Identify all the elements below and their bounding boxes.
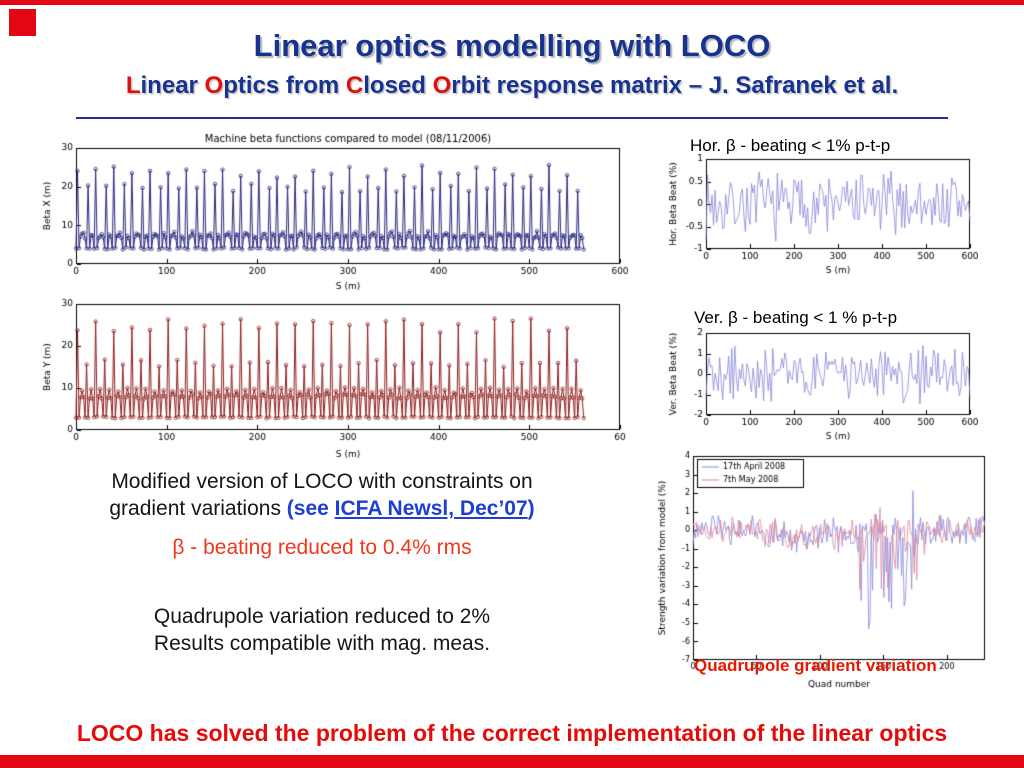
slide-title: Linear optics modelling with LOCO — [253, 28, 771, 63]
hor-beat-heading: Hor. β - beating < 1% p-t-p — [690, 136, 891, 155]
summary-line-2-close-paren: ) — [527, 497, 535, 520]
corner-red-square — [9, 9, 36, 36]
icfa-newsletter-link[interactable]: ICFA Newsl, Dec’07 — [334, 497, 528, 520]
quad-variation-chart — [655, 450, 993, 690]
mag-meas-result-line: Results compatible with mag. meas. — [153, 632, 491, 655]
subtitle-segment: O — [204, 72, 224, 99]
subtitle-segment: L — [125, 72, 141, 99]
subtitle-segment: C — [345, 72, 364, 99]
quad-variation-result-line: Quadrupole variation reduced to 2% — [153, 605, 491, 628]
ver-beat-chart — [666, 328, 978, 442]
subtitle-segment: ptics from — [223, 72, 346, 99]
top-red-bar — [0, 0, 1024, 5]
subtitle-segment: rbit response matrix – J. Safranek et al… — [451, 72, 899, 99]
slide-subtitle: Linear Optics from Closed Orbit response… — [0, 72, 1024, 100]
subtitle-segment: O — [432, 72, 452, 99]
summary-line-2-black: gradient variations — [109, 497, 287, 520]
beta-x-chart — [40, 130, 634, 292]
conclusion-text: LOCO has solved the problem of the corre… — [76, 720, 948, 746]
subtitle-segment: inear — [140, 72, 205, 99]
summary-line-2: gradient variations (see ICFA Newsl, Dec… — [42, 495, 602, 522]
summary-line-2-see: (see — [286, 497, 335, 520]
subtitle-segment: losed — [363, 72, 433, 99]
ver-beat-heading: Ver. β - beating < 1 % p-t-p — [694, 308, 898, 327]
bottom-red-bar — [0, 755, 1024, 768]
beta-y-chart — [40, 296, 634, 460]
title-underline — [76, 117, 948, 119]
summary-line-1: Modified version of LOCO with constraint… — [111, 470, 533, 493]
hor-beat-chart — [666, 154, 978, 276]
quad-variation-caption: Quadrupole gradient variation — [694, 656, 937, 675]
beta-beating-result-line: β - beating reduced to 0.4% rms — [172, 536, 472, 559]
summary-text-block: Modified version of LOCO with constraint… — [42, 468, 602, 657]
